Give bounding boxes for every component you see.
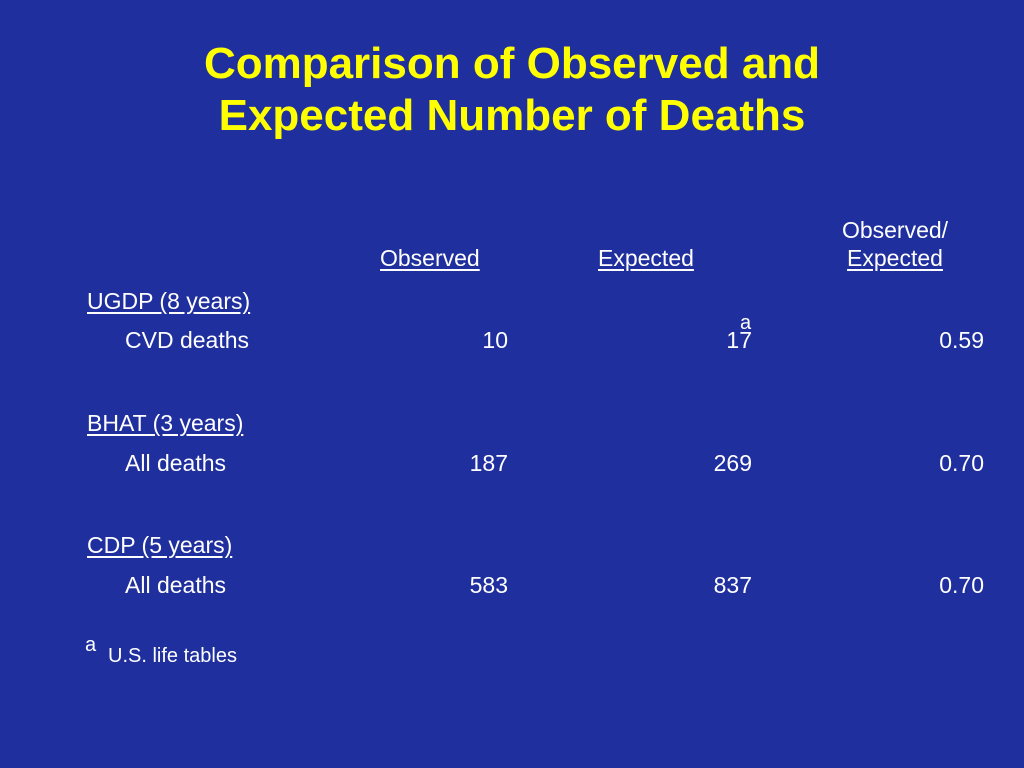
cell-ratio-bhat: 0.70 [939, 450, 984, 476]
cell-expected-ugdp: 17 [726, 327, 752, 353]
group-label-bhat: BHAT (3 years) [87, 410, 244, 436]
header-expected: Expected [598, 245, 694, 271]
group-label-ugdp: UGDP (8 years) [87, 288, 251, 314]
row-label-bhat: All deaths [125, 450, 227, 476]
cell-ratio-cdp: 0.70 [939, 572, 984, 598]
header-observed: Observed [380, 245, 480, 271]
header-ratio-line-2: Expected [847, 245, 943, 271]
header-ratio-line-1: Observed/ [841, 217, 949, 243]
slide-title: Comparison of Observed and Expected Numb… [0, 38, 1024, 142]
cell-expected-bhat: 269 [713, 450, 752, 476]
row-label-ugdp: CVD deaths [125, 327, 250, 353]
cell-observed-ugdp: 10 [482, 327, 508, 353]
group-label-cdp: CDP (5 years) [87, 532, 233, 558]
footnote-marker: a [85, 634, 97, 656]
row-label-cdp: All deaths [125, 572, 227, 598]
cell-ratio-ugdp: 0.59 [939, 327, 984, 353]
slide-title-line-2: Expected Number of Deaths [218, 91, 806, 140]
cell-observed-cdp: 583 [469, 572, 508, 598]
cell-expected-cdp: 837 [713, 572, 752, 598]
footnote-text: U.S. life tables [108, 645, 237, 667]
header-observed-expected: Observed/ Expected [800, 216, 990, 272]
footnote-marker-expected-ugdp: a [740, 312, 752, 334]
slide-title-line-1: Comparison of Observed and [203, 39, 821, 88]
cell-observed-bhat: 187 [469, 450, 508, 476]
